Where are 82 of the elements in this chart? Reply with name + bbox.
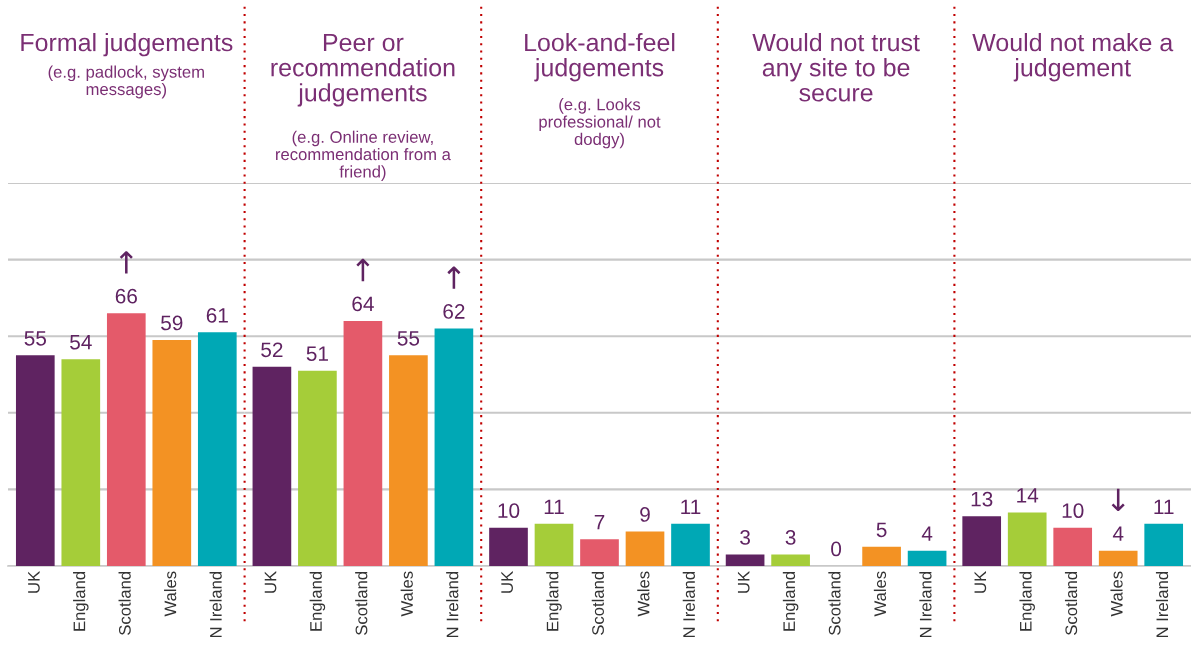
data-label: 51 [306, 346, 328, 361]
bar [489, 527, 528, 566]
data-label: 10 [1062, 503, 1084, 519]
bar [1053, 527, 1093, 566]
bar [61, 359, 101, 566]
bar [106, 313, 146, 566]
x-tick-label: Scotland [591, 571, 604, 635]
x-tick-label: Wales [164, 571, 177, 617]
chart-title: Peer or recommendation judgements [271, 33, 455, 107]
data-label: 14 [1017, 488, 1039, 503]
x-tick-label: Scotland [1064, 571, 1078, 635]
x-tick-label: Wales [637, 571, 650, 617]
x-tick-label: UK [28, 571, 40, 593]
x-tick-label: Scotland [828, 571, 841, 635]
data-label: 11 [681, 499, 701, 514]
data-label: 13 [971, 491, 993, 507]
bar [534, 523, 574, 566]
bar [389, 355, 428, 566]
data-label: 55 [24, 331, 47, 346]
chart-subtitle: (e.g. Looks professional/ not dodgy) [539, 98, 661, 149]
bar [962, 516, 1002, 566]
x-tick-label: UK [264, 571, 277, 593]
bar [1007, 512, 1047, 566]
data-label: 4 [921, 526, 933, 541]
data-label: 54 [70, 334, 92, 350]
data-label: 11 [544, 499, 564, 514]
chart-title: Would not trust any site to be secure [752, 33, 920, 102]
data-label: 59 [161, 315, 183, 331]
x-tick-label: England [73, 571, 89, 631]
bar [197, 332, 237, 566]
data-label: 7 [594, 514, 605, 530]
data-label: 9 [640, 507, 650, 522]
bar [343, 320, 383, 566]
bar [15, 355, 55, 566]
x-tick-label: England [782, 571, 799, 631]
data-label: 61 [206, 307, 228, 323]
data-label: 62 [443, 304, 465, 319]
annotation: ↑ [447, 266, 461, 289]
data-label: 0 [831, 541, 842, 557]
data-label: 3 [785, 530, 796, 545]
x-tick-label: UK [974, 571, 987, 593]
chart-subtitle: (e.g. padlock, system messages) [48, 65, 204, 99]
x-tick-label: UK [501, 571, 513, 593]
bar [671, 523, 710, 566]
annotation: ↑ [119, 251, 133, 274]
x-tick-label: England [309, 571, 326, 631]
bar [252, 366, 292, 566]
data-label: 64 [352, 296, 374, 312]
data-label: 11 [1154, 499, 1174, 514]
x-tick-label: England [546, 571, 562, 631]
data-label: 3 [740, 530, 750, 545]
bar [580, 539, 619, 566]
annotation: ↓ [1111, 488, 1125, 512]
x-tick-label: Wales [1110, 571, 1123, 617]
x-tick-label: N Ireland [209, 571, 222, 638]
data-label: 4 [1112, 526, 1124, 541]
bar [434, 328, 474, 566]
x-tick-label: N Ireland [919, 571, 932, 638]
data-label: 10 [498, 503, 520, 519]
annotation: ↑ [356, 258, 370, 282]
data-label: 55 [397, 331, 420, 346]
x-tick-label: Wales [873, 571, 887, 617]
bar [625, 531, 665, 566]
bar [1098, 550, 1138, 566]
data-label: 52 [261, 342, 283, 358]
x-tick-label: Scotland [118, 571, 131, 635]
chart-subtitle: (e.g. Online review, recommendation from a friend) [276, 130, 451, 181]
x-tick-label: UK [737, 571, 750, 593]
bar [1144, 523, 1184, 566]
chart-title: Would not make a judgement [972, 33, 1174, 82]
x-tick-label: N Ireland [446, 571, 459, 638]
x-tick-label: N Ireland [1155, 571, 1169, 638]
chart-title: Look-and-feel judgements [525, 33, 675, 82]
x-tick-label: England [1019, 571, 1035, 631]
data-label: 66 [115, 288, 137, 304]
x-tick-label: N Ireland [682, 571, 695, 638]
x-tick-label: Wales [400, 571, 413, 617]
bar [152, 340, 192, 566]
data-label: 5 [876, 522, 887, 538]
bar [298, 370, 337, 566]
chart-title: Formal judgements [21, 33, 233, 57]
x-tick-label: Scotland [355, 571, 368, 635]
